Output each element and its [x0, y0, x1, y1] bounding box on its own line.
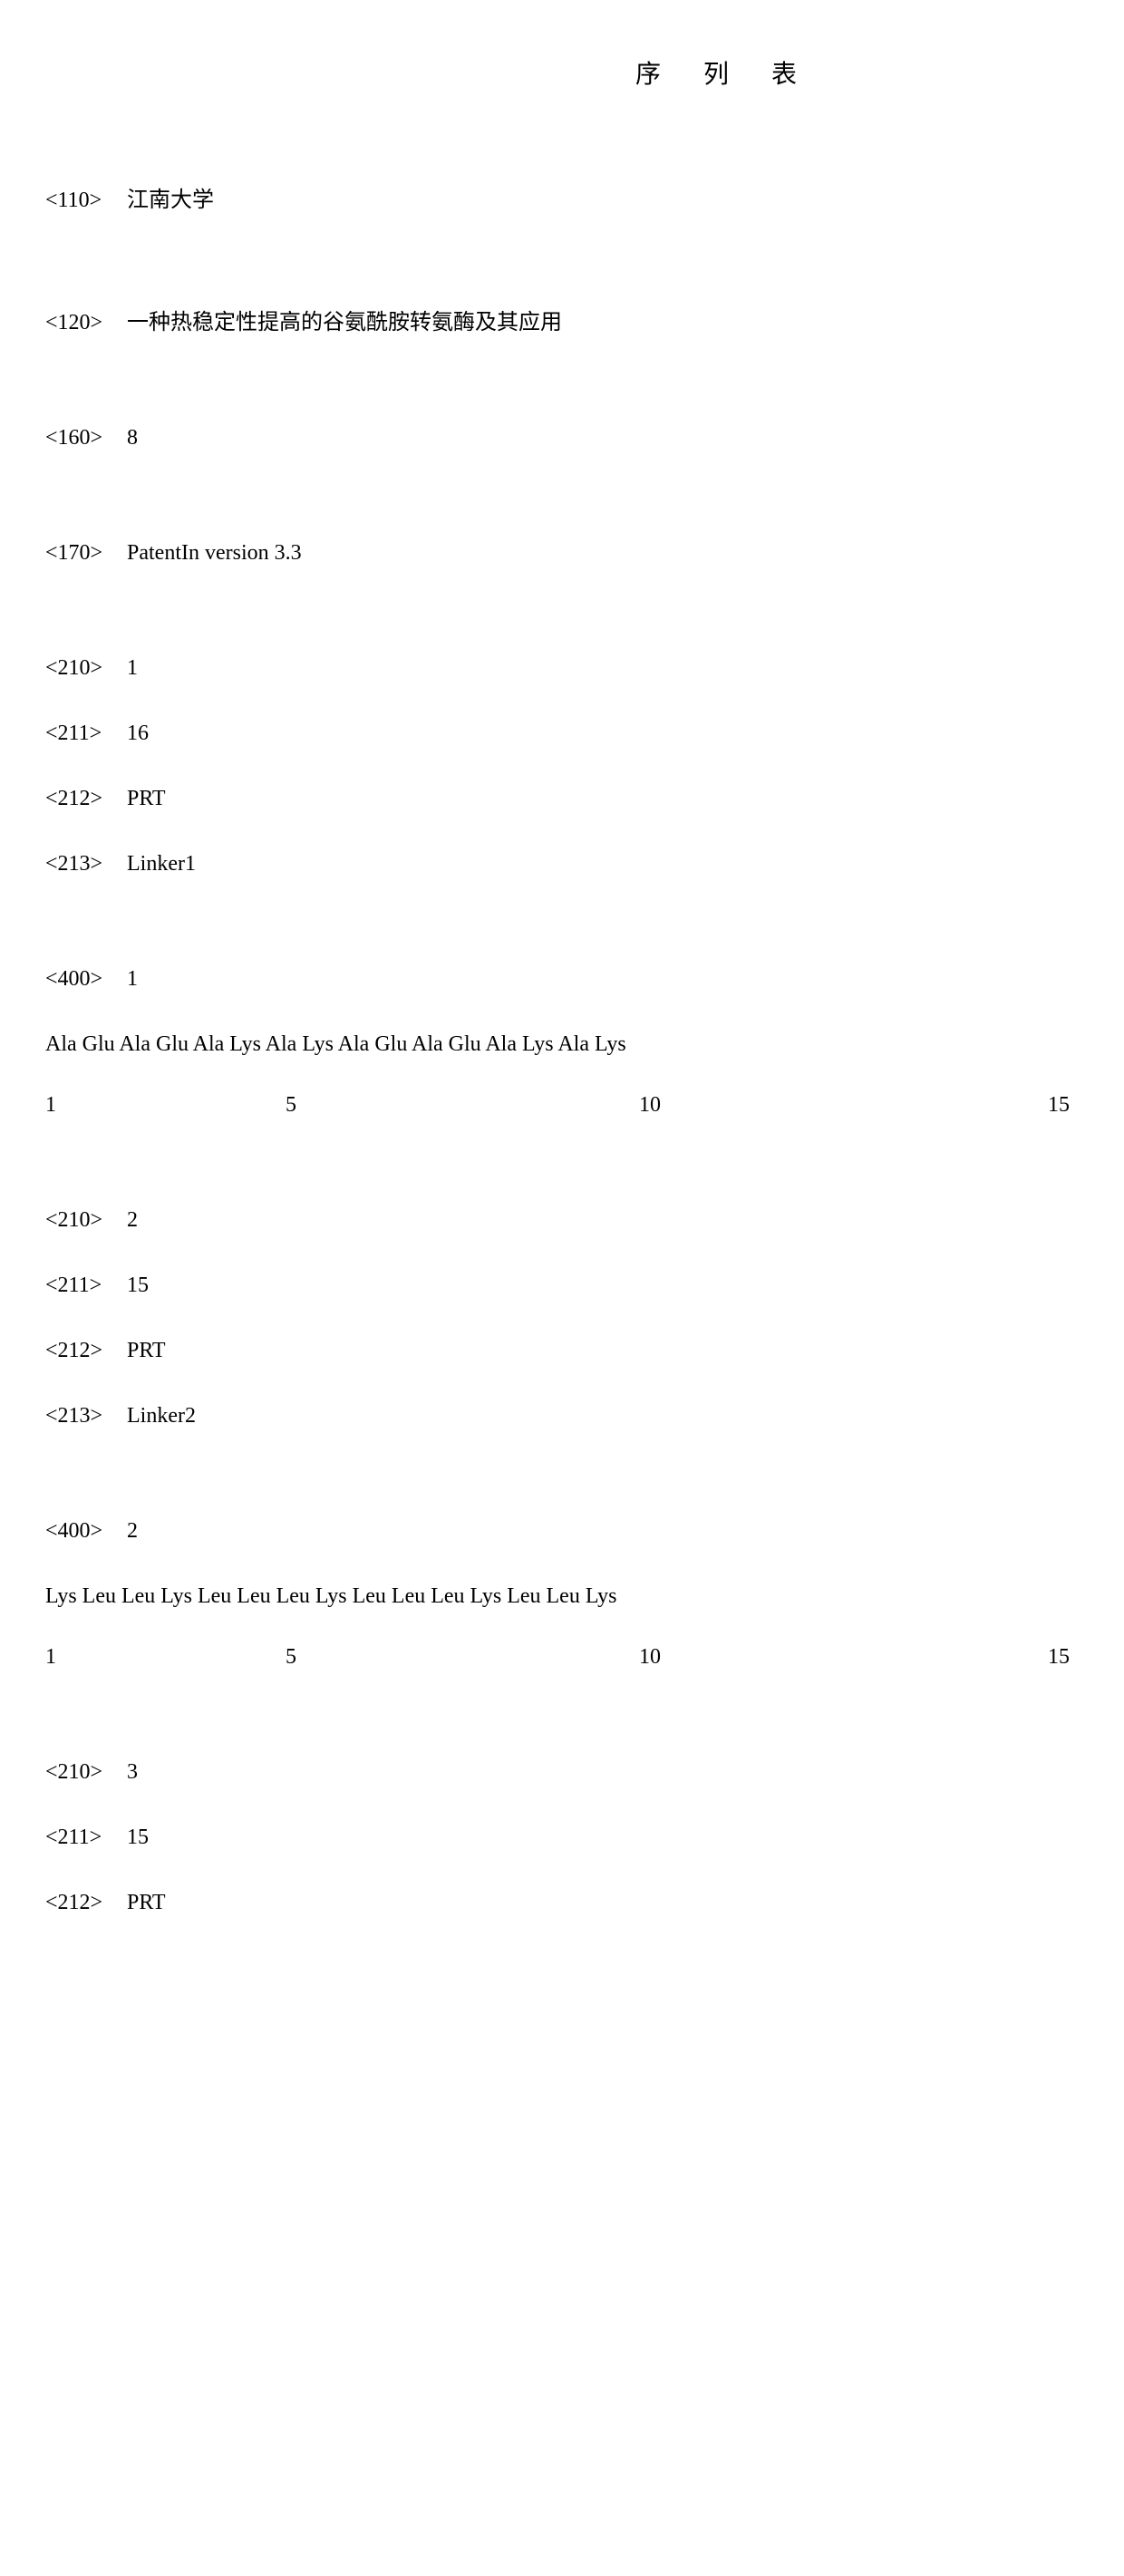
tag-110: <110>	[45, 189, 127, 213]
seq2-positions: 1 5 10 15	[45, 1645, 1079, 1670]
field-110: <110> 江南大学	[45, 181, 1079, 213]
seq1-pos-10: 10	[639, 1093, 1048, 1118]
seq2-field-213: <213> Linker2	[45, 1404, 1079, 1428]
field-120: <120> 一种热稳定性提高的谷氨酰胺转氨酶及其应用	[45, 304, 1079, 335]
seq1-tag-211: <211>	[45, 721, 127, 746]
tag-170: <170>	[45, 541, 127, 566]
tag-120: <120>	[45, 311, 127, 335]
seq2-val-211: 15	[127, 1273, 1079, 1298]
seq1-val-211: 16	[127, 721, 1079, 746]
seq1-val-212: PRT	[127, 787, 1079, 811]
seq3-field-210: <210> 3	[45, 1760, 1079, 1785]
seq1-val-400: 1	[127, 967, 1079, 992]
seq1-pos-5: 5	[286, 1093, 639, 1118]
seq2-val-210: 2	[127, 1208, 1079, 1233]
seq2-val-212: PRT	[127, 1339, 1079, 1363]
document-title: 序 列 表	[45, 54, 1079, 91]
seq1-positions: 1 5 10 15	[45, 1093, 1079, 1118]
seq2-pos-5: 5	[286, 1645, 639, 1670]
seq1-tag-210: <210>	[45, 656, 127, 681]
seq3-field-212: <212> PRT	[45, 1891, 1079, 1915]
seq2-tag-210: <210>	[45, 1208, 127, 1233]
seq1-tag-212: <212>	[45, 787, 127, 811]
seq2-tag-400: <400>	[45, 1519, 127, 1544]
seq2-pos-1: 1	[45, 1645, 286, 1670]
seq3-field-211: <211> 15	[45, 1825, 1079, 1850]
seq1-field-210: <210> 1	[45, 656, 1079, 681]
seq1-val-213: Linker1	[127, 852, 1079, 876]
seq2-sequence: Lys Leu Leu Lys Leu Leu Leu Lys Leu Leu …	[45, 1584, 1079, 1609]
seq2-field-210: <210> 2	[45, 1208, 1079, 1233]
seq2-field-400: <400> 2	[45, 1519, 1079, 1544]
seq2-val-400: 2	[127, 1519, 1079, 1544]
seq1-field-211: <211> 16	[45, 721, 1079, 746]
seq2-tag-212: <212>	[45, 1339, 127, 1363]
seq2-val-213: Linker2	[127, 1404, 1079, 1428]
seq3-val-211: 15	[127, 1825, 1079, 1850]
field-160: <160> 8	[45, 426, 1079, 450]
seq1-pos-1: 1	[45, 1093, 286, 1118]
val-110: 江南大学	[127, 181, 1079, 213]
seq2-field-211: <211> 15	[45, 1273, 1079, 1298]
seq3-val-210: 3	[127, 1760, 1079, 1785]
seq3-tag-210: <210>	[45, 1760, 127, 1785]
seq2-pos-10: 10	[639, 1645, 1048, 1670]
seq1-pos-15: 15	[1048, 1093, 1079, 1118]
seq1-sequence: Ala Glu Ala Glu Ala Lys Ala Lys Ala Glu …	[45, 1032, 1079, 1057]
seq1-tag-213: <213>	[45, 852, 127, 876]
seq2-field-212: <212> PRT	[45, 1339, 1079, 1363]
val-170: PatentIn version 3.3	[127, 541, 1079, 566]
seq1-field-213: <213> Linker1	[45, 852, 1079, 876]
seq1-field-400: <400> 1	[45, 967, 1079, 992]
seq3-tag-211: <211>	[45, 1825, 127, 1850]
seq1-tag-400: <400>	[45, 967, 127, 992]
seq2-tag-213: <213>	[45, 1404, 127, 1428]
seq1-field-212: <212> PRT	[45, 787, 1079, 811]
val-160: 8	[127, 426, 1079, 450]
field-170: <170> PatentIn version 3.3	[45, 541, 1079, 566]
seq3-tag-212: <212>	[45, 1891, 127, 1915]
val-120: 一种热稳定性提高的谷氨酰胺转氨酶及其应用	[127, 304, 1079, 335]
seq2-pos-15: 15	[1048, 1645, 1079, 1670]
seq1-val-210: 1	[127, 656, 1079, 681]
tag-160: <160>	[45, 426, 127, 450]
seq2-tag-211: <211>	[45, 1273, 127, 1298]
seq3-val-212: PRT	[127, 1891, 1079, 1915]
